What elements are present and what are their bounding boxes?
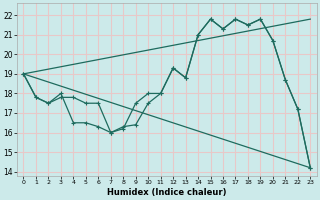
X-axis label: Humidex (Indice chaleur): Humidex (Indice chaleur) bbox=[107, 188, 227, 197]
